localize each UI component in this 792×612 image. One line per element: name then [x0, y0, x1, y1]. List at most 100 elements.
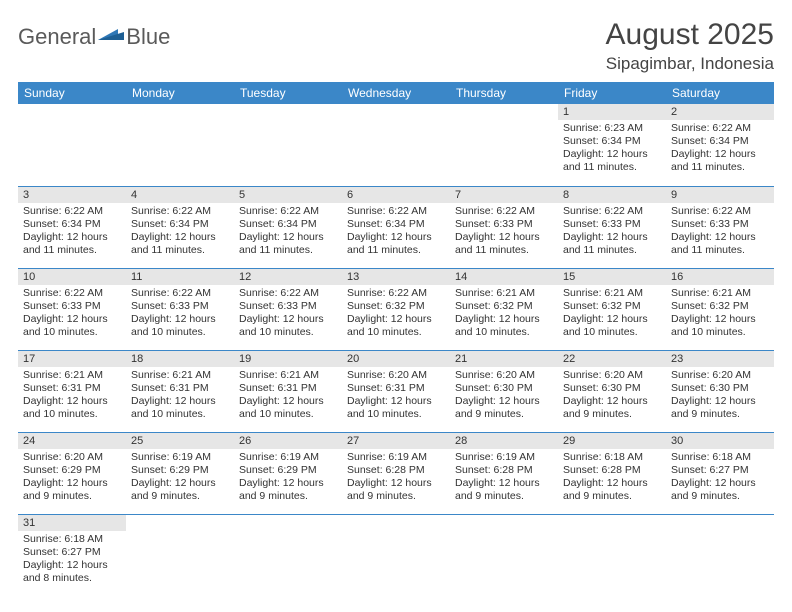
- calendar-cell: 3Sunrise: 6:22 AMSunset: 6:34 PMDaylight…: [18, 186, 126, 268]
- logo-text-2: Blue: [126, 24, 170, 50]
- calendar-cell: 17Sunrise: 6:21 AMSunset: 6:31 PMDayligh…: [18, 350, 126, 432]
- day-number: 13: [342, 269, 450, 285]
- calendar-cell: [450, 514, 558, 596]
- logo-text-1: General: [18, 24, 96, 50]
- calendar-cell: [666, 514, 774, 596]
- day-body: Sunrise: 6:22 AMSunset: 6:33 PMDaylight:…: [666, 203, 774, 262]
- day-number: 19: [234, 351, 342, 367]
- day-number: 11: [126, 269, 234, 285]
- weekday-header: Tuesday: [234, 82, 342, 104]
- day-number: 1: [558, 104, 666, 120]
- weekday-header: Friday: [558, 82, 666, 104]
- calendar-cell: 20Sunrise: 6:20 AMSunset: 6:31 PMDayligh…: [342, 350, 450, 432]
- day-body: Sunrise: 6:22 AMSunset: 6:33 PMDaylight:…: [450, 203, 558, 262]
- weekday-header: Sunday: [18, 82, 126, 104]
- calendar-cell: 16Sunrise: 6:21 AMSunset: 6:32 PMDayligh…: [666, 268, 774, 350]
- day-number: 25: [126, 433, 234, 449]
- day-number: 18: [126, 351, 234, 367]
- day-number: 20: [342, 351, 450, 367]
- day-number: 30: [666, 433, 774, 449]
- day-body: Sunrise: 6:18 AMSunset: 6:27 PMDaylight:…: [666, 449, 774, 508]
- day-number: 2: [666, 104, 774, 120]
- calendar-cell: [342, 514, 450, 596]
- logo-flag-icon: [98, 26, 124, 49]
- calendar-cell: 22Sunrise: 6:20 AMSunset: 6:30 PMDayligh…: [558, 350, 666, 432]
- day-number: 21: [450, 351, 558, 367]
- weekday-header: Saturday: [666, 82, 774, 104]
- calendar-cell: [342, 104, 450, 186]
- day-number: 4: [126, 187, 234, 203]
- day-number: 17: [18, 351, 126, 367]
- calendar-cell: 4Sunrise: 6:22 AMSunset: 6:34 PMDaylight…: [126, 186, 234, 268]
- day-body: Sunrise: 6:22 AMSunset: 6:33 PMDaylight:…: [18, 285, 126, 344]
- calendar-cell: [558, 514, 666, 596]
- calendar-cell: [18, 104, 126, 186]
- calendar-cell: 6Sunrise: 6:22 AMSunset: 6:34 PMDaylight…: [342, 186, 450, 268]
- day-body: Sunrise: 6:22 AMSunset: 6:33 PMDaylight:…: [558, 203, 666, 262]
- calendar-cell: 5Sunrise: 6:22 AMSunset: 6:34 PMDaylight…: [234, 186, 342, 268]
- calendar-cell: 13Sunrise: 6:22 AMSunset: 6:32 PMDayligh…: [342, 268, 450, 350]
- calendar-cell: 30Sunrise: 6:18 AMSunset: 6:27 PMDayligh…: [666, 432, 774, 514]
- calendar-cell: 9Sunrise: 6:22 AMSunset: 6:33 PMDaylight…: [666, 186, 774, 268]
- logo: General Blue: [18, 24, 170, 50]
- day-number: 29: [558, 433, 666, 449]
- calendar-header-row: SundayMondayTuesdayWednesdayThursdayFrid…: [18, 82, 774, 104]
- day-number: 26: [234, 433, 342, 449]
- weekday-header: Wednesday: [342, 82, 450, 104]
- calendar-cell: 1Sunrise: 6:23 AMSunset: 6:34 PMDaylight…: [558, 104, 666, 186]
- calendar-cell: [234, 514, 342, 596]
- day-body: Sunrise: 6:20 AMSunset: 6:30 PMDaylight:…: [450, 367, 558, 426]
- calendar-cell: [126, 514, 234, 596]
- day-body: Sunrise: 6:18 AMSunset: 6:27 PMDaylight:…: [18, 531, 126, 590]
- day-body: Sunrise: 6:20 AMSunset: 6:30 PMDaylight:…: [666, 367, 774, 426]
- calendar-cell: 28Sunrise: 6:19 AMSunset: 6:28 PMDayligh…: [450, 432, 558, 514]
- day-number: 8: [558, 187, 666, 203]
- month-title: August 2025: [606, 18, 774, 52]
- day-body: Sunrise: 6:22 AMSunset: 6:33 PMDaylight:…: [126, 285, 234, 344]
- calendar-cell: 8Sunrise: 6:22 AMSunset: 6:33 PMDaylight…: [558, 186, 666, 268]
- day-body: Sunrise: 6:19 AMSunset: 6:28 PMDaylight:…: [450, 449, 558, 508]
- day-body: Sunrise: 6:23 AMSunset: 6:34 PMDaylight:…: [558, 120, 666, 179]
- day-number: 12: [234, 269, 342, 285]
- location: Sipagimbar, Indonesia: [606, 54, 774, 74]
- day-body: Sunrise: 6:18 AMSunset: 6:28 PMDaylight:…: [558, 449, 666, 508]
- calendar-cell: 23Sunrise: 6:20 AMSunset: 6:30 PMDayligh…: [666, 350, 774, 432]
- calendar-cell: 29Sunrise: 6:18 AMSunset: 6:28 PMDayligh…: [558, 432, 666, 514]
- title-block: August 2025 Sipagimbar, Indonesia: [606, 18, 774, 74]
- weekday-header: Thursday: [450, 82, 558, 104]
- day-number: 28: [450, 433, 558, 449]
- day-number: 5: [234, 187, 342, 203]
- day-body: Sunrise: 6:21 AMSunset: 6:31 PMDaylight:…: [126, 367, 234, 426]
- calendar-cell: 11Sunrise: 6:22 AMSunset: 6:33 PMDayligh…: [126, 268, 234, 350]
- day-body: Sunrise: 6:20 AMSunset: 6:31 PMDaylight:…: [342, 367, 450, 426]
- day-body: Sunrise: 6:21 AMSunset: 6:31 PMDaylight:…: [18, 367, 126, 426]
- calendar-cell: 27Sunrise: 6:19 AMSunset: 6:28 PMDayligh…: [342, 432, 450, 514]
- day-number: 3: [18, 187, 126, 203]
- day-body: Sunrise: 6:22 AMSunset: 6:34 PMDaylight:…: [18, 203, 126, 262]
- calendar-cell: 2Sunrise: 6:22 AMSunset: 6:34 PMDaylight…: [666, 104, 774, 186]
- day-number: 31: [18, 515, 126, 531]
- calendar-cell: [450, 104, 558, 186]
- day-number: 10: [18, 269, 126, 285]
- calendar-cell: 24Sunrise: 6:20 AMSunset: 6:29 PMDayligh…: [18, 432, 126, 514]
- calendar-table: SundayMondayTuesdayWednesdayThursdayFrid…: [18, 82, 774, 596]
- day-number: 7: [450, 187, 558, 203]
- calendar-cell: 25Sunrise: 6:19 AMSunset: 6:29 PMDayligh…: [126, 432, 234, 514]
- day-body: Sunrise: 6:20 AMSunset: 6:30 PMDaylight:…: [558, 367, 666, 426]
- day-body: Sunrise: 6:19 AMSunset: 6:29 PMDaylight:…: [234, 449, 342, 508]
- day-number: 15: [558, 269, 666, 285]
- calendar-cell: 21Sunrise: 6:20 AMSunset: 6:30 PMDayligh…: [450, 350, 558, 432]
- day-body: Sunrise: 6:21 AMSunset: 6:32 PMDaylight:…: [558, 285, 666, 344]
- calendar-cell: 15Sunrise: 6:21 AMSunset: 6:32 PMDayligh…: [558, 268, 666, 350]
- calendar-cell: 10Sunrise: 6:22 AMSunset: 6:33 PMDayligh…: [18, 268, 126, 350]
- calendar-cell: 26Sunrise: 6:19 AMSunset: 6:29 PMDayligh…: [234, 432, 342, 514]
- calendar-cell: 12Sunrise: 6:22 AMSunset: 6:33 PMDayligh…: [234, 268, 342, 350]
- day-number: 6: [342, 187, 450, 203]
- day-number: 24: [18, 433, 126, 449]
- day-body: Sunrise: 6:22 AMSunset: 6:34 PMDaylight:…: [666, 120, 774, 179]
- calendar-cell: 31Sunrise: 6:18 AMSunset: 6:27 PMDayligh…: [18, 514, 126, 596]
- day-number: 22: [558, 351, 666, 367]
- day-body: Sunrise: 6:22 AMSunset: 6:34 PMDaylight:…: [234, 203, 342, 262]
- day-number: 9: [666, 187, 774, 203]
- day-number: 23: [666, 351, 774, 367]
